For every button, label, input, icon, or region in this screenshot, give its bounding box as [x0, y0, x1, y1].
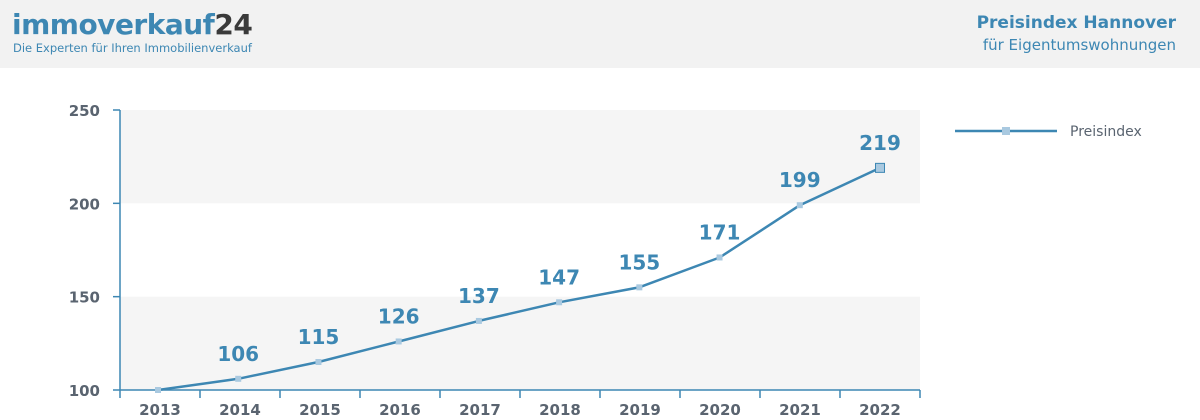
data-point-marker	[875, 162, 885, 173]
data-point-marker	[155, 387, 161, 393]
x-tick-label: 2021	[779, 401, 821, 419]
brand-name: immoverkauf	[12, 8, 215, 41]
data-point-marker	[636, 284, 643, 291]
data-point-marker	[235, 375, 242, 382]
x-tick-label: 2018	[539, 401, 581, 419]
brand-tagline: Die Experten für Ihren Immobilienverkauf	[13, 41, 252, 55]
chart-subtitle: für Eigentumswohnungen	[982, 36, 1176, 54]
x-tick-label: 2017	[459, 401, 501, 419]
brand-number: 24	[214, 8, 253, 41]
plot-band	[120, 110, 920, 204]
data-point-marker	[475, 317, 482, 324]
brand-logo: immoverkauf24	[12, 8, 253, 41]
data-label: 126	[378, 304, 420, 328]
x-tick-label: 2014	[219, 401, 261, 419]
y-tick-label: 250	[69, 102, 100, 120]
data-point-marker	[716, 254, 723, 261]
data-label: 137	[458, 284, 500, 308]
data-label: 199	[779, 168, 821, 192]
x-tick-label: 2016	[379, 401, 421, 419]
chart-title: Preisindex Hannover	[976, 13, 1176, 33]
data-label: 219	[859, 131, 901, 155]
legend-marker	[1002, 127, 1010, 135]
y-tick-label: 100	[69, 382, 100, 400]
x-tick-label: 2020	[699, 401, 741, 419]
x-tick-label: 2022	[859, 401, 901, 419]
data-point-marker	[796, 202, 803, 209]
legend-label: Preisindex	[1070, 124, 1142, 140]
x-tick-label: 2019	[619, 401, 661, 419]
data-label: 171	[699, 220, 741, 244]
data-label: 106	[217, 342, 259, 366]
data-point-marker	[395, 338, 402, 345]
x-tick-label: 2015	[299, 401, 341, 419]
x-tick-label: 2013	[139, 401, 181, 419]
data-label: 147	[538, 265, 580, 289]
y-tick-label: 200	[69, 195, 100, 213]
data-label: 115	[298, 325, 340, 349]
y-tick-label: 150	[69, 289, 100, 307]
data-point-marker	[315, 359, 322, 365]
header-bar: immoverkauf24 Die Experten für Ihren Imm…	[0, 0, 1200, 68]
data-label: 155	[618, 250, 660, 274]
data-point-marker	[556, 299, 563, 306]
series-line-preisindex	[157, 166, 881, 392]
